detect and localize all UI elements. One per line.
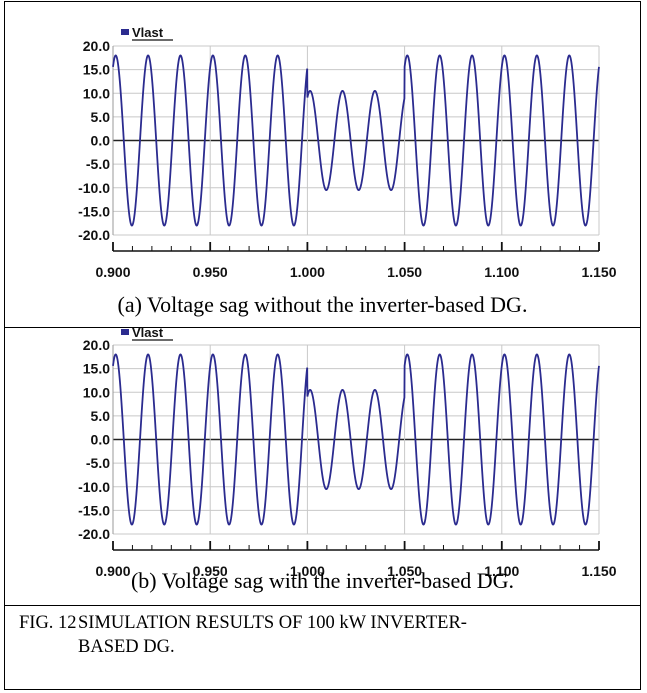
y-tick-label: -15.0 [78, 203, 110, 219]
series-line-vlast [112, 54, 600, 227]
figure-label: FIG. 12 [19, 613, 77, 633]
caption-a: (a) Voltage sag without the inverter-bas… [117, 292, 528, 317]
y-tick-label: -10.0 [78, 180, 110, 196]
legend-swatch [121, 29, 129, 35]
x-tick-label: 1.150 [581, 264, 616, 280]
y-tick-label: 5.0 [91, 109, 111, 125]
legend-label: Vlast [132, 325, 164, 340]
x-tick-label: 0.900 [95, 264, 130, 280]
y-tick-label: -15.0 [78, 502, 110, 518]
series-line-vlast [112, 353, 600, 526]
caption-b: (b) Voltage sag with the inverter-based … [130, 568, 515, 593]
panel-b: 20.0 15.0 10.0 5.0 0.0 -5.0 -10.0 -15.0 -20.0 0.9… [5, 325, 640, 603]
y-tick-label: 20.0 [83, 38, 110, 54]
x-tick-label: 1.100 [484, 563, 519, 579]
y-tick-label: -5.0 [86, 455, 110, 471]
figure-title-line-1: SIMULATION RESULTS OF 100 kW INVERTER- [78, 613, 467, 633]
y-tick-label: 0.0 [91, 133, 111, 149]
chart-a: 20.0 15.0 10.0 5.0 0.0 -5.0 -10.0 -15.0 -20.0 0.9… [78, 25, 617, 280]
y-tick-label: 5.0 [91, 408, 111, 424]
y-tick-label: 10.0 [83, 85, 110, 101]
y-tick-label: 15.0 [83, 361, 110, 377]
panel-a: 20.0 15.0 10.0 5.0 0.0 -5.0 -10.0 -15.0 -20.0 0.9… [5, 2, 640, 327]
y-tick-label: 0.0 [91, 432, 111, 448]
x-tick-label: 0.950 [193, 563, 228, 579]
y-tick-label: -5.0 [86, 156, 110, 172]
figure-caption: FIG. 12 SIMULATION RESULTS OF 100 kW INV… [5, 605, 640, 690]
x-tick-label: 1.150 [581, 563, 616, 579]
x-tick-label: 1.050 [387, 563, 422, 579]
x-tick-label: 0.950 [193, 264, 228, 280]
legend-swatch [121, 329, 129, 335]
figure-title-line-2: BASED DG. [78, 637, 175, 657]
y-tick-label: 15.0 [83, 62, 110, 78]
y-tick-label: 10.0 [83, 384, 110, 400]
x-tick-label: 1.100 [484, 264, 519, 280]
x-tick-label: 0.900 [95, 563, 130, 579]
y-tick-label: -10.0 [78, 479, 110, 495]
x-tick-label: 1.000 [290, 264, 325, 280]
chart-b: 20.0 15.0 10.0 5.0 0.0 -5.0 -10.0 -15.0 -20.0 0.9… [78, 325, 617, 579]
x-tick-label: 1.050 [387, 264, 422, 280]
legend-label: Vlast [132, 25, 164, 40]
figure: 20.0 15.0 10.0 5.0 0.0 -5.0 -10.0 -15.0 -20.0 0.9… [4, 1, 641, 690]
y-tick-label: 20.0 [83, 337, 110, 353]
y-tick-label: -20.0 [78, 526, 110, 542]
x-tick-label: 1.000 [290, 563, 325, 579]
y-tick-label: -20.0 [78, 227, 110, 243]
